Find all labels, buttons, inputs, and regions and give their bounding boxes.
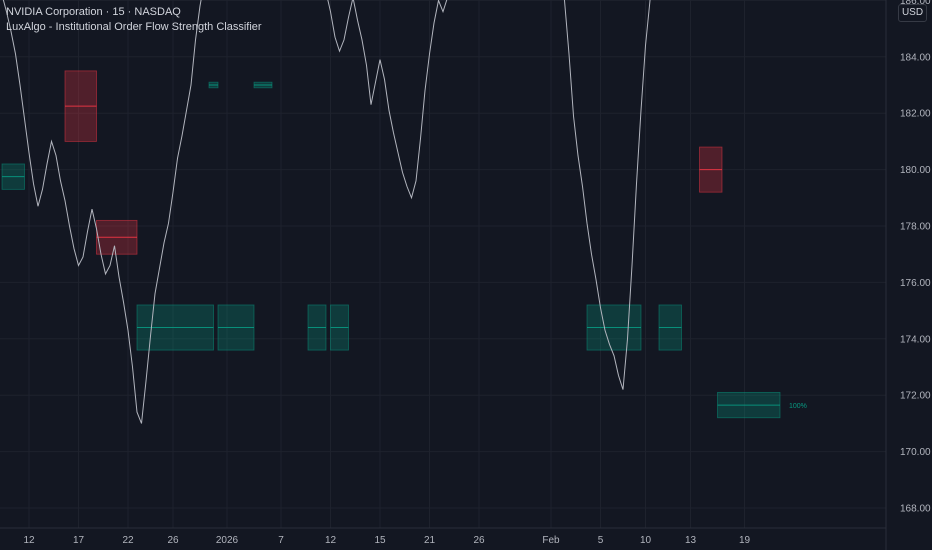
price-series-line [2, 0, 651, 424]
time-tick-label: 10 [640, 535, 652, 546]
time-tick-label: 26 [473, 535, 485, 546]
time-tick-label: 26 [167, 535, 179, 546]
time-tick-label: 7 [278, 535, 284, 546]
time-tick-label: 22 [122, 535, 134, 546]
time-tick-label: 13 [685, 535, 697, 546]
time-tick-label: 12 [23, 535, 35, 546]
price-tick-label: 174.00 [900, 334, 931, 345]
zone-strength-label: 100% [789, 403, 807, 410]
time-tick-label: 5 [598, 535, 604, 546]
time-tick-label: 17 [73, 535, 85, 546]
price-tick-label: 180.00 [900, 165, 931, 176]
currency-button[interactable]: USD [898, 4, 927, 22]
time-tick-label: 21 [424, 535, 436, 546]
price-tick-label: 172.00 [900, 391, 931, 402]
time-tick-label: 15 [374, 535, 386, 546]
price-tick-label: 178.00 [900, 222, 931, 233]
indicator-title: LuxAlgo - Institutional Order Flow Stren… [6, 21, 262, 33]
price-tick-label: 182.00 [900, 109, 931, 120]
symbol-title: NVIDIA Corporation · 15 · NASDAQ [6, 6, 181, 18]
price-tick-label: 184.00 [900, 52, 931, 63]
price-tick-label: 186.00 [900, 0, 931, 7]
price-tick-label: 168.00 [900, 504, 931, 515]
time-tick-label: 2026 [216, 535, 239, 546]
price-tick-label: 176.00 [900, 278, 931, 289]
time-tick-label: 12 [325, 535, 337, 546]
time-tick-label: Feb [542, 535, 560, 546]
price-tick-label: 170.00 [900, 447, 931, 458]
time-tick-label: 19 [739, 535, 751, 546]
